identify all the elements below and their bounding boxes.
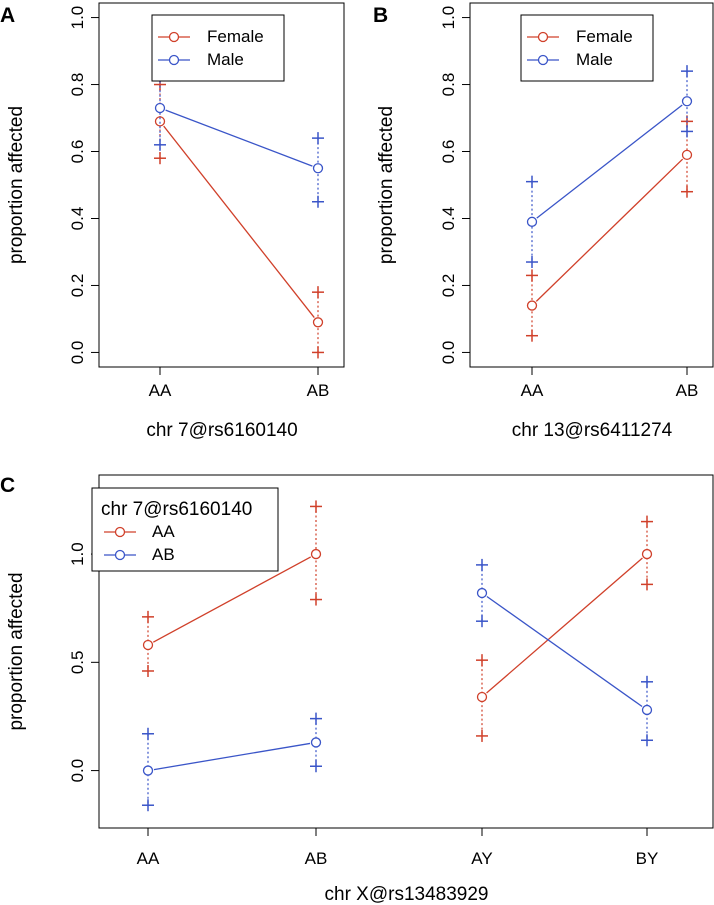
y-axis-title: proportion affected <box>376 106 397 264</box>
plot-frame <box>469 2 714 368</box>
legend-box <box>520 14 654 82</box>
y-tick-label: 1.0 <box>68 6 87 30</box>
data-point <box>310 548 322 560</box>
series-female <box>526 115 693 342</box>
data-point <box>526 300 538 311</box>
legend-label-ab: AB <box>152 545 175 564</box>
data-point <box>476 587 488 599</box>
series-line <box>165 109 313 167</box>
legend: Female Male <box>520 14 654 82</box>
data-point <box>142 765 154 776</box>
legend-marker <box>537 54 549 66</box>
y-tick-label: 0.8 <box>439 73 458 97</box>
data-point <box>154 116 166 127</box>
series-ab <box>142 558 653 812</box>
x-tick-label-ab: AB <box>676 381 699 400</box>
x-tick-label-aa: AA <box>149 381 172 400</box>
y-tick-label: 0.8 <box>68 73 87 97</box>
series-line <box>163 125 315 318</box>
series-line <box>486 595 643 708</box>
x-tick-label-aa: AA <box>521 381 544 400</box>
y-tick-label: 0.0 <box>439 341 458 365</box>
x-tick-label-ab: AB <box>307 381 330 400</box>
legend-label-aa: AA <box>152 522 175 541</box>
series-line <box>152 556 312 643</box>
data-point <box>310 737 322 748</box>
legend-label-male: Male <box>207 50 244 69</box>
y-tick-label: 0.6 <box>68 140 87 164</box>
panel-a: A 0.0 0.2 0.4 0.6 0.8 1.0 AA AB chr 7@rs6160140 pr… <box>0 2 345 441</box>
data-point <box>142 639 154 651</box>
y-tick-label: 0.4 <box>439 207 458 231</box>
y-tick-label: 0.6 <box>439 140 458 164</box>
legend-title: chr 7@rs6160140 <box>101 499 252 520</box>
series-line <box>535 158 684 302</box>
y-tick-label: 0.4 <box>68 207 87 231</box>
legend-label-female: Female <box>207 27 264 46</box>
data-point <box>526 216 538 227</box>
data-point <box>312 163 324 174</box>
series-male <box>526 65 693 269</box>
panel-letter: C <box>0 474 15 497</box>
legend-label-female: Female <box>576 27 633 46</box>
panel-c: C 0.0 0.5 1.0 AA AB AY BY chr X@rs13483929 propor… <box>0 474 714 905</box>
series-line <box>153 742 311 771</box>
x-tick-label-by: BY <box>636 849 659 868</box>
data-point <box>476 691 488 703</box>
legend-marker <box>168 54 180 66</box>
y-tick-label: 0.5 <box>68 651 87 675</box>
plot-frame <box>98 474 714 829</box>
data-point <box>154 102 166 114</box>
panel-letter: A <box>0 4 15 27</box>
y-axis-title: proportion affected <box>6 106 27 264</box>
x-axis-title: chr 7@rs6160140 <box>146 420 297 441</box>
series-male <box>154 61 324 208</box>
y-tick-label: 0.2 <box>68 274 87 298</box>
data-point <box>681 149 693 161</box>
data-point <box>312 317 324 328</box>
panel-b: B 0.0 0.2 0.4 0.6 0.8 1.0 AA AB chr 13@rs6411274 p… <box>373 2 714 441</box>
data-point <box>681 96 693 107</box>
y-tick-label: 0.0 <box>68 759 87 783</box>
panel-letter: B <box>373 4 388 27</box>
x-axis-title: chr X@rs13483929 <box>325 884 489 905</box>
series-line <box>486 557 643 694</box>
legend-label-male: Male <box>576 50 613 69</box>
plot-frame <box>98 2 345 368</box>
legend: Female Male <box>151 14 285 82</box>
y-axis-title: proportion affected <box>6 572 27 730</box>
series-female <box>154 78 324 359</box>
legend-marker <box>114 549 126 561</box>
legend: chr 7@rs6160140 AA AB <box>91 487 279 572</box>
y-tick-label: 0.0 <box>68 341 87 365</box>
legend-marker <box>114 526 126 538</box>
y-tick-label: 0.2 <box>439 274 458 298</box>
series-aa <box>142 500 653 742</box>
legend-box <box>151 14 285 82</box>
legend-marker <box>537 31 549 43</box>
x-axis-title: chr 13@rs6411274 <box>512 420 673 441</box>
x-tick-label-ab: AB <box>305 849 328 868</box>
series-line <box>536 104 683 219</box>
legend-marker <box>168 31 180 43</box>
y-tick-label: 1.0 <box>68 542 87 566</box>
x-tick-label-aa: AA <box>137 849 160 868</box>
x-tick-label-ay: AY <box>471 849 492 868</box>
data-point <box>641 548 653 560</box>
data-point <box>641 704 653 716</box>
y-tick-label: 1.0 <box>439 6 458 30</box>
